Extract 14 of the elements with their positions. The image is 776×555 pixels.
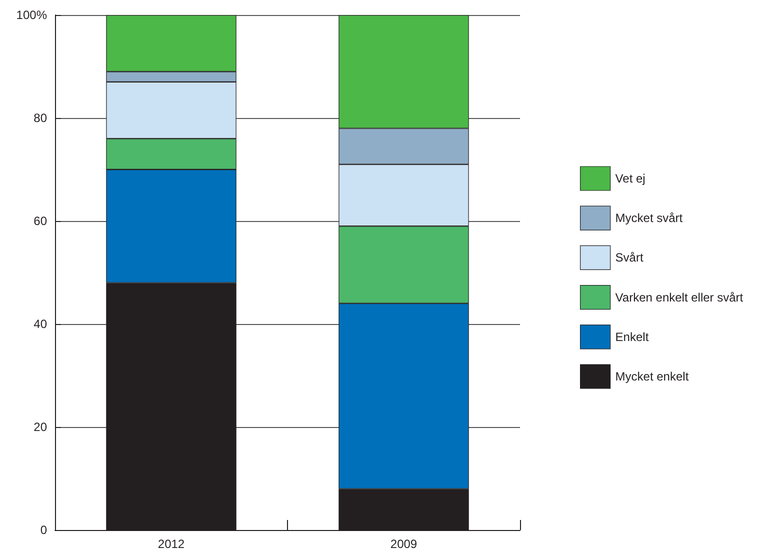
y-tick-label: 20	[34, 420, 48, 434]
y-tick-label: 100%	[16, 8, 48, 22]
y-tick-label: 80	[34, 111, 48, 125]
legend-label: Vet ej	[615, 172, 646, 186]
legend-label: Svårt	[615, 250, 644, 265]
x-tick-label: 2009	[390, 537, 418, 551]
legend-label: Mycket svårt	[615, 211, 684, 226]
y-tick-label: 0	[40, 523, 48, 537]
x-tick-label: 2012	[158, 537, 185, 551]
y-tick-label: 60	[34, 214, 48, 228]
legend-label: Varken enkelt eller svårt	[615, 290, 744, 304]
y-tick-label: 40	[34, 317, 48, 331]
legend-label: Mycket enkelt	[615, 370, 690, 384]
legend-label: Enkelt	[615, 330, 650, 344]
